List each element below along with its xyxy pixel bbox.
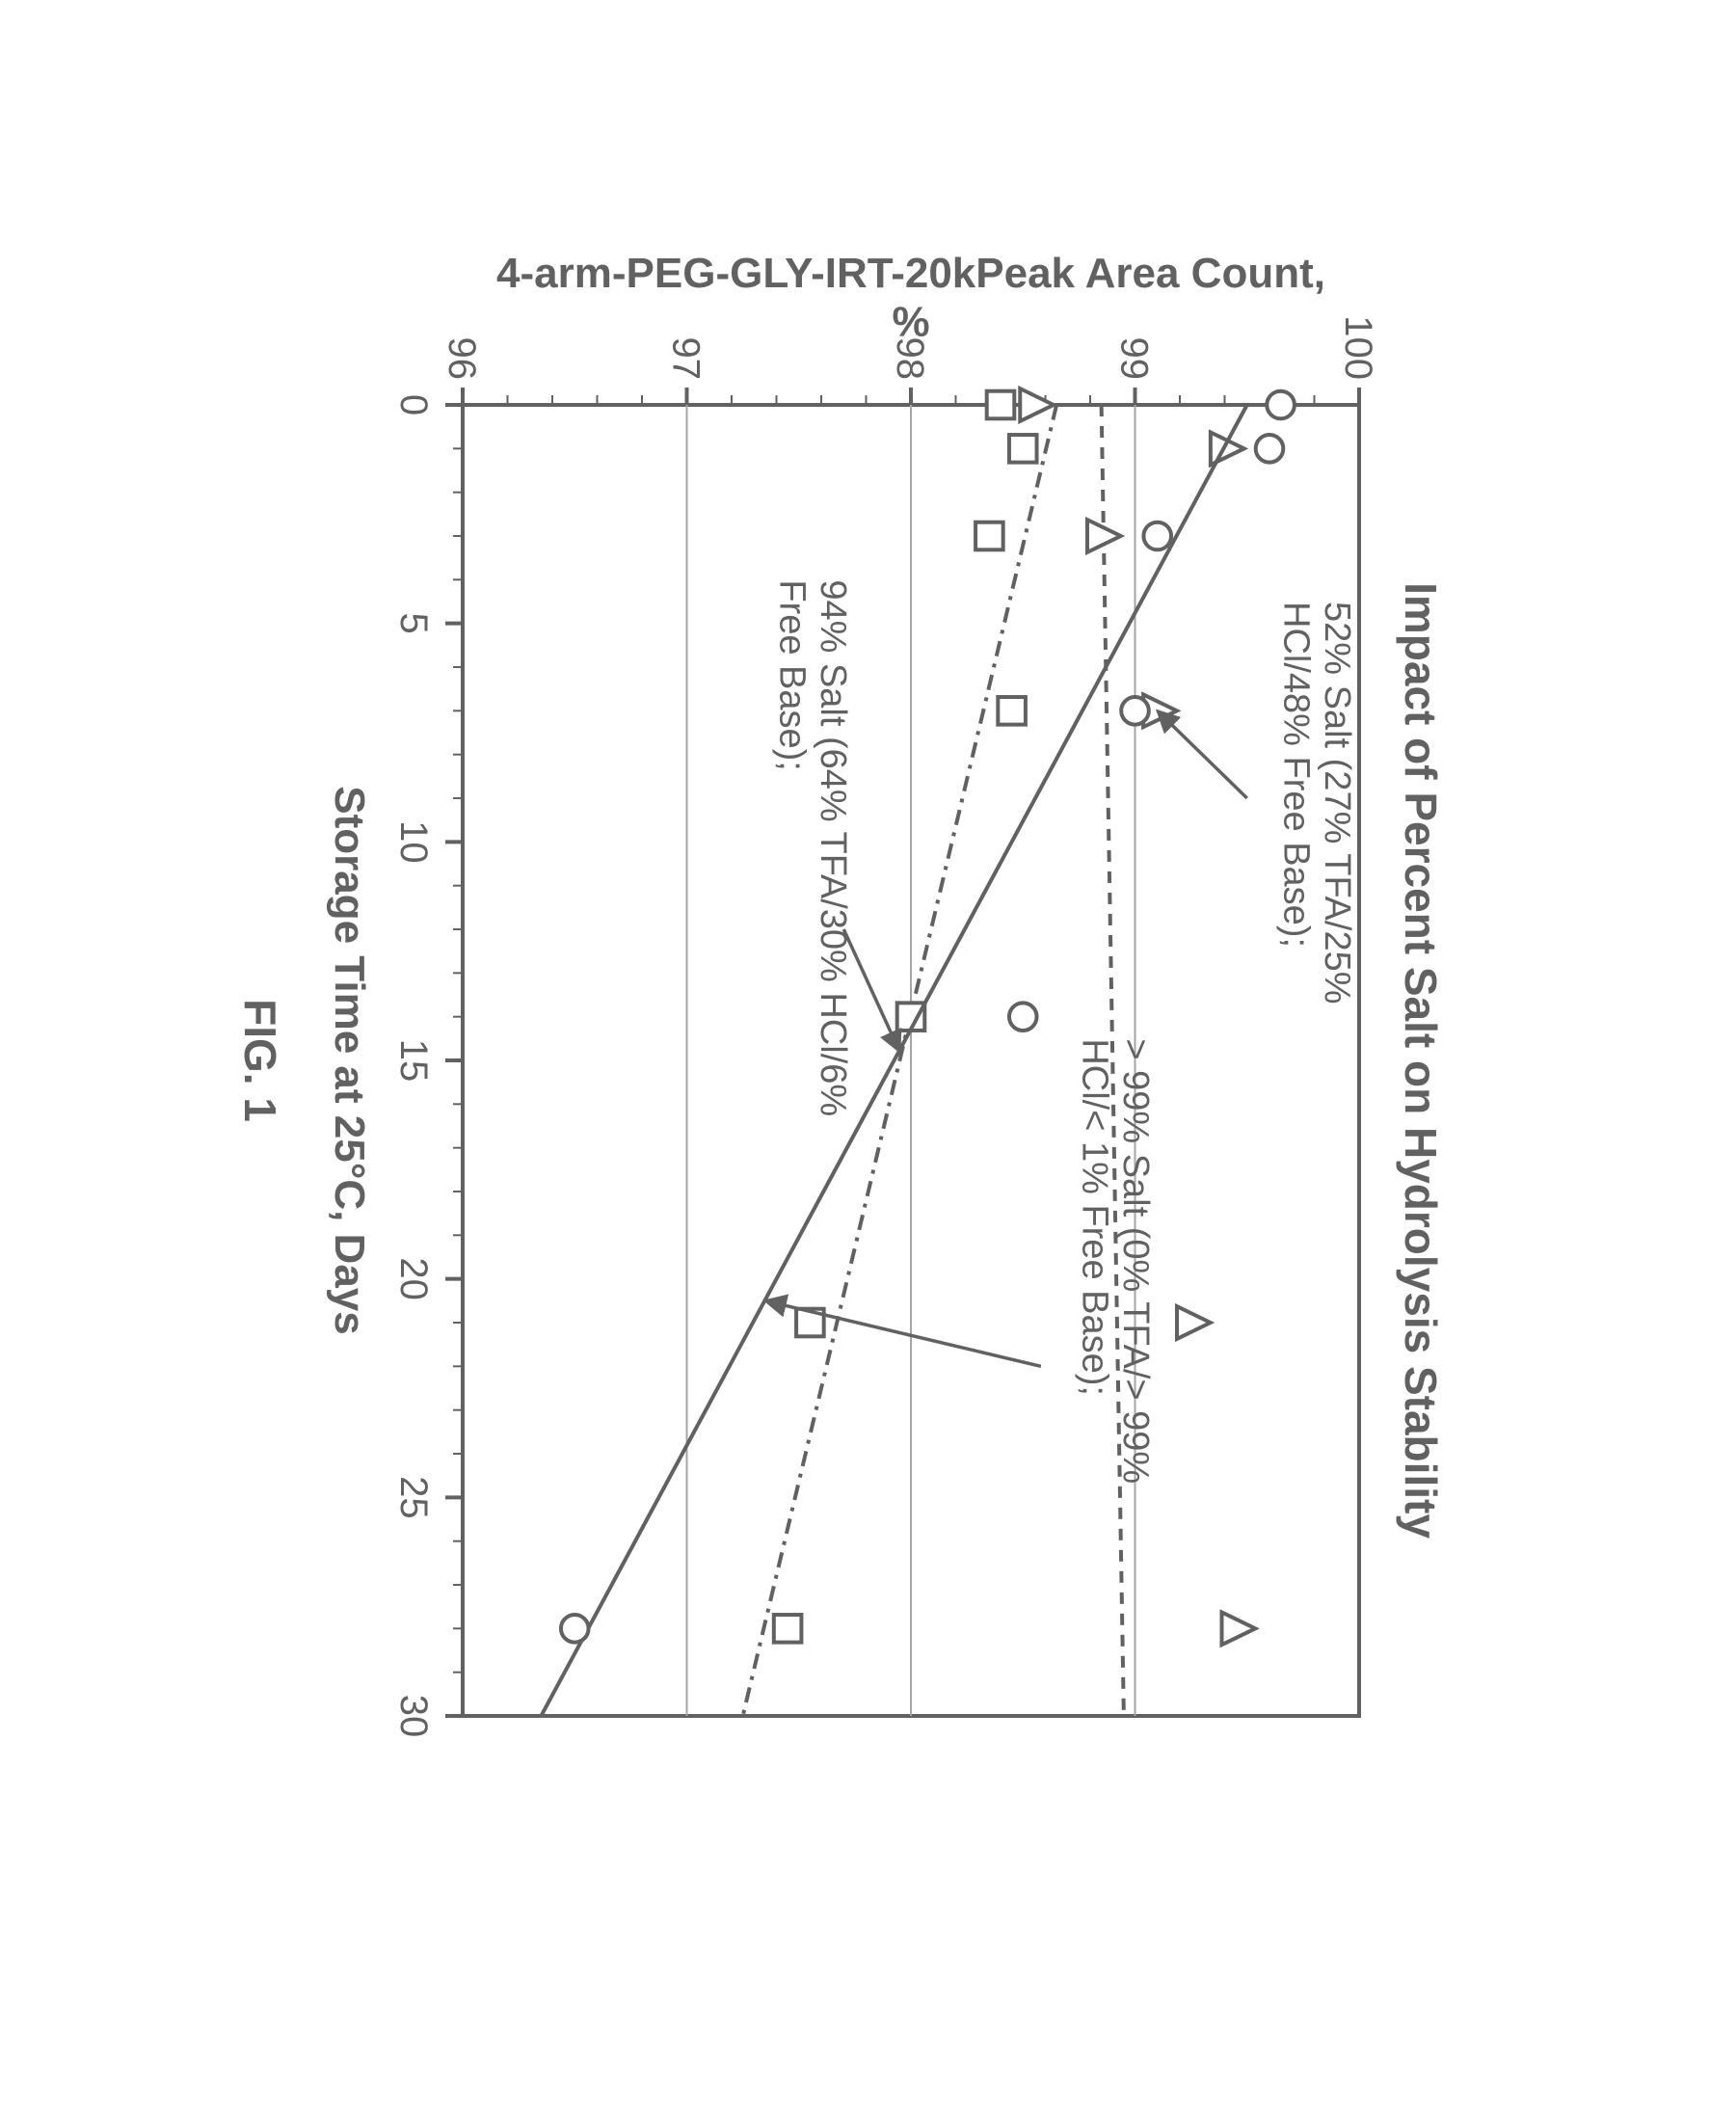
x-tick-label: 5 xyxy=(392,613,435,634)
x-tick-label: 30 xyxy=(392,1695,435,1738)
marker-square xyxy=(998,697,1026,725)
chart-figure: 05101520253096979899100Storage Time at 2… xyxy=(0,0,1736,2116)
chart-rotated-group: 05101520253096979899100Storage Time at 2… xyxy=(235,250,1446,1737)
y-axis-label: 4-arm-PEG-GLY-IRT-20kPeak Area Count,% xyxy=(496,250,1325,346)
chart-title: Impact of Percent Salt on Hydrolysis Sta… xyxy=(1396,582,1446,1539)
x-tick-label: 15 xyxy=(392,1039,435,1083)
marker-square xyxy=(1009,435,1037,463)
y-tick-label: 96 xyxy=(441,337,483,381)
x-tick-label: 10 xyxy=(392,820,435,864)
x-axis-label: Storage Time at 25°C, Days xyxy=(326,786,373,1334)
y-tick-label: 100 xyxy=(1337,315,1379,380)
marker-circle xyxy=(1121,697,1149,725)
marker-circle xyxy=(561,1615,589,1643)
y-tick-label: 99 xyxy=(1113,337,1156,381)
marker-circle xyxy=(1267,391,1295,419)
x-tick-label: 0 xyxy=(392,394,435,415)
y-tick-label: 97 xyxy=(665,337,708,381)
marker-square xyxy=(975,522,1003,550)
marker-circle xyxy=(1143,522,1171,550)
marker-circle xyxy=(1009,1003,1037,1031)
marker-square xyxy=(987,391,1015,419)
marker-square xyxy=(774,1615,802,1643)
marker-circle xyxy=(1256,435,1284,463)
x-tick-label: 20 xyxy=(392,1257,435,1300)
figure-label: FIG. 1 xyxy=(235,999,285,1122)
series-annotation: 52% Salt (27% TFA/25%HCl/48% Free Base); xyxy=(1276,602,1358,1004)
x-tick-label: 25 xyxy=(392,1476,435,1519)
